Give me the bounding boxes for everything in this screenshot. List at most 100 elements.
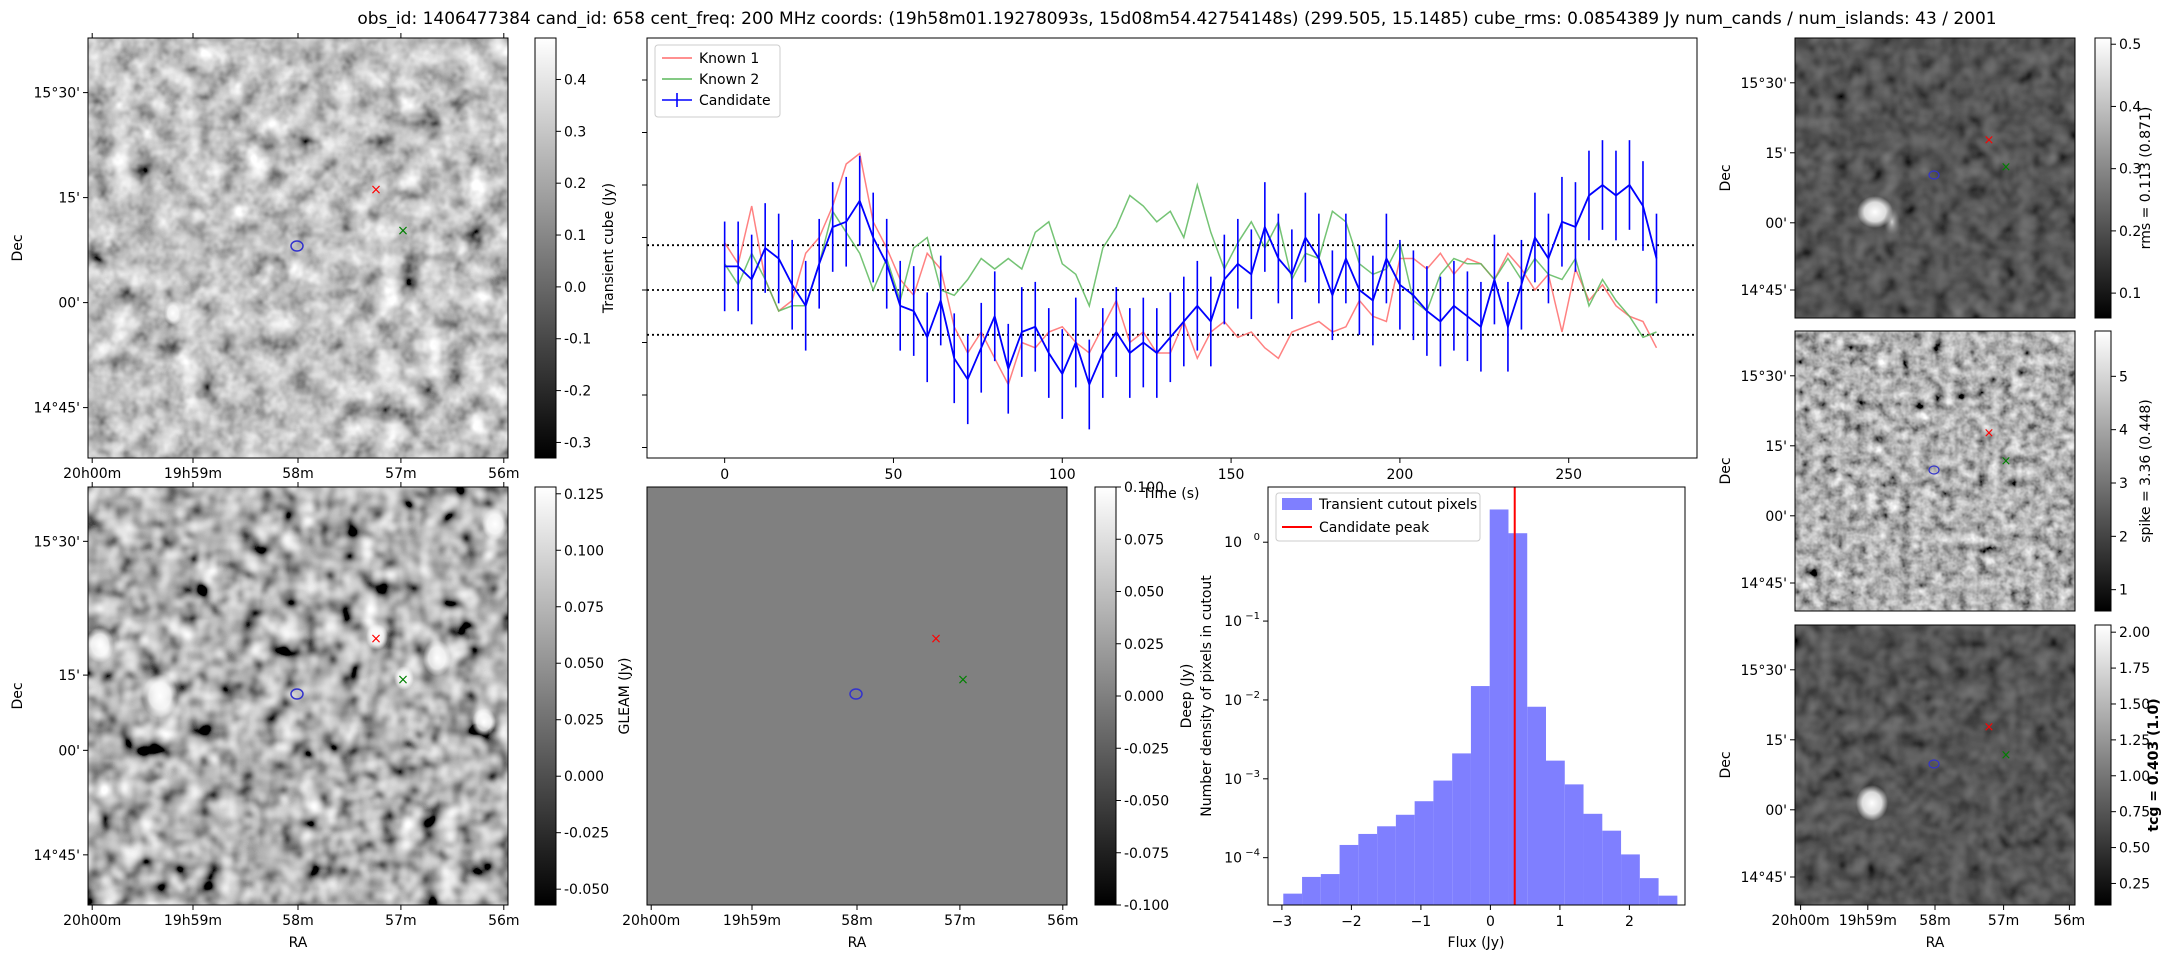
gleam-colorbar-tick-label: -0.050 [1124,794,1169,810]
known2-marker: × [2001,160,2012,175]
deep-source-6 [472,708,496,736]
rms-image [1795,38,2075,318]
dec-tick-label: 15°30' [34,86,80,102]
dec-tick-label: 14°45' [34,848,80,864]
rms-colorbar-label: rms = 0.113 (0.871) [2138,107,2154,250]
deep-colorbar-tick-label: 0.125 [564,487,604,503]
time-tick-label: 0 [720,467,729,483]
dec-tick-label: 15' [58,191,80,207]
transient-bright-source [164,301,182,325]
dec-tick-label: 00' [58,296,80,312]
histogram-ylabel: Number density of pixels in cutout [1199,575,1215,817]
tcg-colorbar-tick-label: 1.50 [2119,697,2150,713]
density-tick-label: 10 [1224,614,1242,630]
histogram-bar [1564,784,1584,905]
dec-axis-label: Dec [10,682,26,709]
deep-source-7 [394,666,414,690]
histogram-bar [1358,833,1378,905]
series-line-known-1 [724,152,1658,387]
histogram-bar [1470,686,1490,905]
deep-source-4 [366,624,388,650]
density-tick-label: 10 [1224,772,1242,788]
known2-marker: × [2001,748,2012,763]
legend-label: Candidate peak [1319,520,1430,536]
known2-marker: × [397,672,409,688]
deep-source-1 [142,674,178,718]
dec-axis-label: Dec [1718,164,1734,191]
histogram-bar [1283,893,1303,905]
ra-tick-label: 20h00m [63,466,121,482]
deep-image-panel: × × [86,486,509,906]
tcg-colorbar-tick-label: 2.00 [2119,625,2150,641]
dec-tick-label: 15' [1765,439,1787,455]
dec-tick-label: 14°45' [1741,576,1787,592]
transient-colorbar-tick-label: 0.0 [564,280,586,296]
ra-tick-label: 56m [2054,913,2085,929]
ra-axis-label: RA [1926,935,1945,951]
rms-colorbar-tick-label: 0.2 [2119,224,2141,240]
rms-colorbar-tick-label: 0.3 [2119,162,2141,178]
dec-tick-label: 15' [1765,146,1787,162]
lightcurve-legend: Known 1 Known 2 Candidate [654,44,781,118]
candidate-ellipse [1928,170,1940,180]
rms-image-panel: × × [1794,37,2076,319]
spike-image-panel: × × [1794,330,2076,612]
ra-tick-label: 57m [385,913,416,929]
deep-colorbar-tick-label: -0.025 [564,826,609,842]
deep-source-5 [482,508,508,540]
ra-tick-label: 57m [944,913,975,929]
histogram-xlabel: Flux (Jy) [1448,935,1505,951]
histogram-bar [1339,844,1359,905]
histogram-bar [1395,814,1415,905]
ra-tick-label: 57m [385,466,416,482]
gleam-colorbar [1094,486,1117,906]
ra-tick-label: 58m [282,913,313,929]
density-tick-exponent: −1 [1245,611,1260,622]
ra-tick-label: 19h59m [723,913,781,929]
time-tick-label: 50 [885,467,903,483]
histogram-bar [1489,509,1509,905]
histogram-legend: Transient cutout pixels Candidate peak [1275,492,1481,542]
dec-tick-label: 14°45' [1741,283,1787,299]
ra-axis-label: RA [848,935,867,951]
histogram-bar [1377,826,1396,905]
flux-tick-label: −3 [1272,914,1293,930]
histogram-bar [1583,813,1603,905]
flux-tick-label: 2 [1625,914,1634,930]
known1-marker: × [1984,720,1995,735]
ra-tick-label: 56m [488,913,519,929]
lightcurve-xlabel: Time (s) [1142,486,1200,502]
transient-image-panel: × × [87,37,509,459]
candidate-ellipse [1928,759,1940,769]
known1-marker: × [370,182,382,198]
transient-colorbar [534,37,557,459]
rms-bright-source-tail [1884,208,1900,236]
dec-tick-label: 14°45' [34,401,80,417]
tcg-colorbar-tick-label: 0.25 [2119,876,2150,892]
spike-colorbar-tick-label: 2 [2119,529,2128,545]
time-tick-label: 150 [1218,467,1245,483]
gleam-colorbar-tick-label: 0.100 [1124,480,1164,496]
dec-tick-label: 15°30' [34,534,80,550]
transient-colorbar-tick-label: -0.3 [564,435,591,451]
gleam-colorbar-tick-label: 0.075 [1124,532,1164,548]
deep-colorbar-tick-label: 0.100 [564,543,604,559]
histogram-bar [1414,801,1434,905]
candidate-ellipse [290,688,304,700]
ra-tick-label: 58m [841,913,872,929]
candidate-ellipse [290,240,304,252]
dec-axis-label: Dec [10,234,26,261]
histogram-bar [1639,878,1659,905]
rms-colorbar-tick-label: 0.4 [2119,99,2141,115]
tcg-image-panel: × × [1794,624,2076,906]
density-tick-label: 10 [1224,535,1242,551]
dec-tick-label: 15°30' [1741,369,1787,385]
known2-marker: × [397,223,409,239]
dec-tick-label: 15°30' [1741,76,1787,92]
density-tick-exponent: −4 [1245,848,1260,859]
gleam-colorbar-tick-label: 0.050 [1124,585,1164,601]
ra-tick-label: 19h59m [164,466,222,482]
deep-colorbar-label: Deep (Jy) [1179,664,1195,729]
plot-axes-layer: 20h00m 19h59m 58m 57m 56m 15°30' 15' 00' 14°45' 2… [10,33,2162,951]
gleam-colorbar-label: GLEAM (Jy) [617,658,633,735]
